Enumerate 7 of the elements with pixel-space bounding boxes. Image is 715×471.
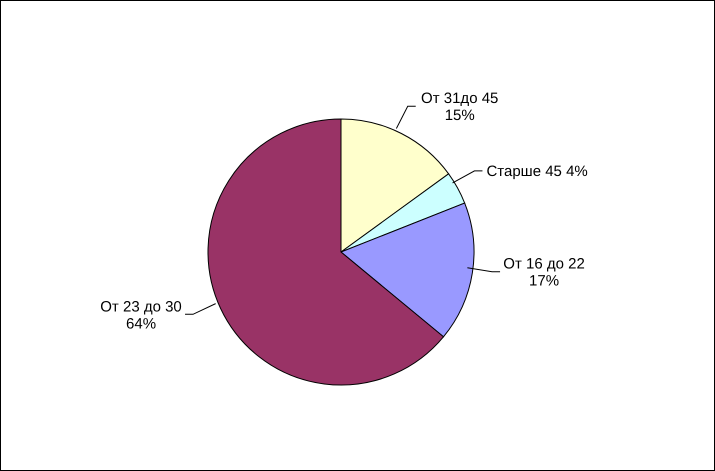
data-label: 64% — [126, 315, 156, 332]
slice-label: Старше 45 4% — [486, 162, 588, 180]
data-label: 17% — [529, 272, 560, 290]
data-label: 15% — [444, 107, 475, 124]
slice-label: От 16 до 22 — [503, 256, 585, 273]
slice-label: От 23 до 30 — [100, 298, 182, 316]
slice-label: От 31до 45 — [421, 90, 498, 108]
